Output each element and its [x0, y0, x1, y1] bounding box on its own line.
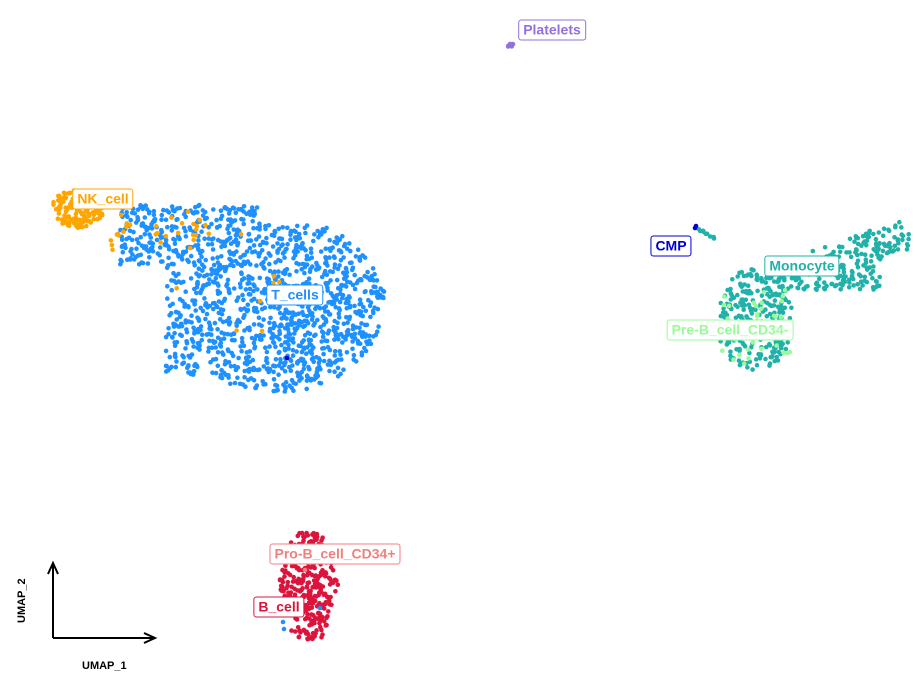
cluster-label: Pro-B_cell_CD34+ [269, 543, 401, 565]
cluster-label: B_cell [253, 596, 305, 618]
cluster-label: NK_cell [72, 188, 134, 210]
cluster-label: Platelets [518, 19, 586, 41]
cluster-label: Monocyte [764, 255, 840, 277]
cluster-label: CMP [650, 235, 692, 257]
axis-arrows [47, 560, 158, 644]
scatter-points [51, 41, 911, 642]
cluster-label: T_cells [266, 284, 324, 306]
x-axis-label: UMAP_1 [82, 660, 127, 672]
cluster-label: Pre-B_cell_CD34- [666, 319, 794, 341]
y-axis-label: UMAP_2 [16, 578, 28, 623]
